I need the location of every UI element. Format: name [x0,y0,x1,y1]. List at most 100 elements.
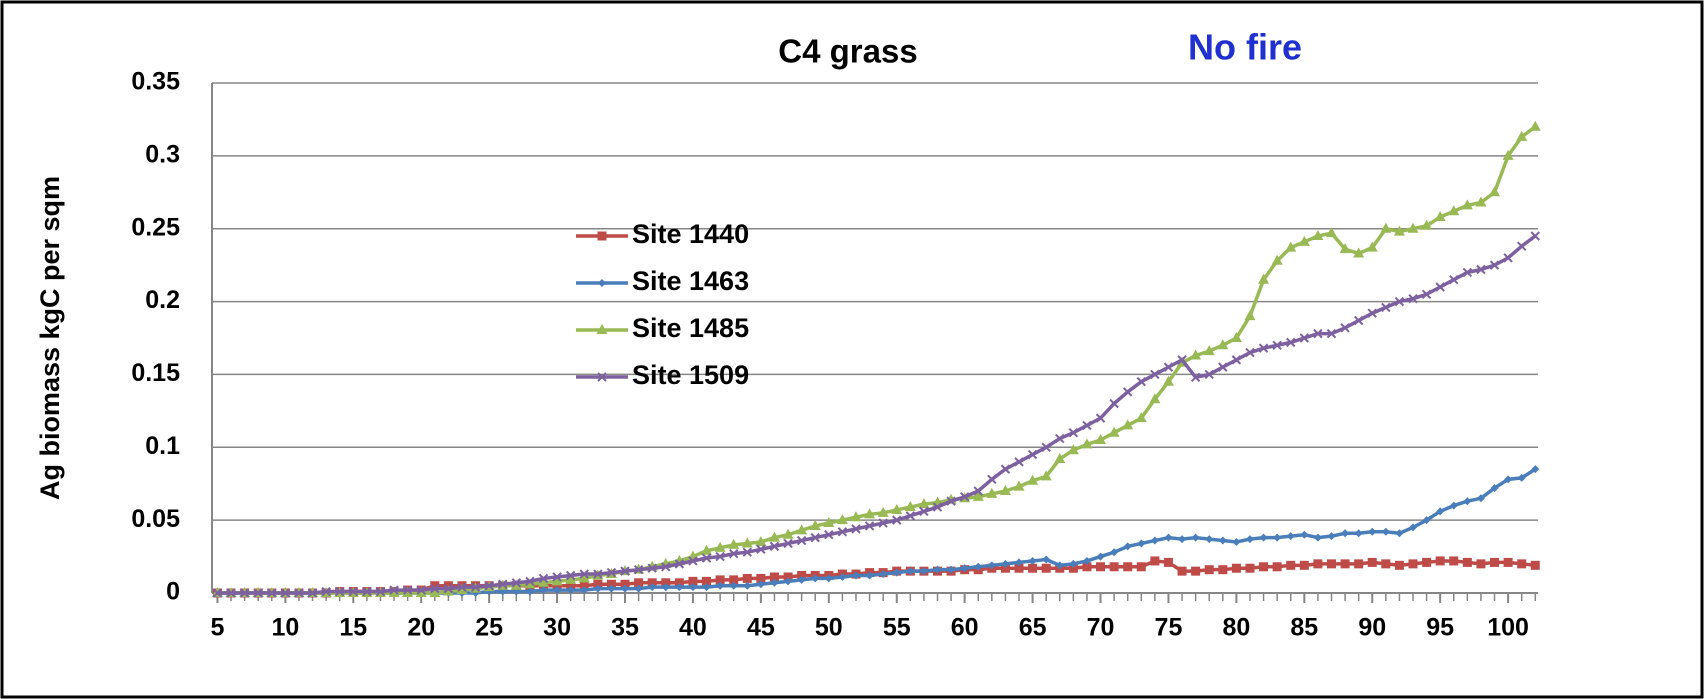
y-tick-label: 0.3 [145,140,180,168]
marker [905,511,916,521]
marker [510,579,522,590]
marker [1448,205,1460,216]
marker [511,578,522,588]
marker [226,588,236,598]
marker [580,586,589,595]
y-tick-label: 0 [166,578,180,606]
x-tick-label: 20 [407,614,435,642]
marker [1313,533,1322,542]
legend-marker [598,279,606,287]
marker [321,586,331,597]
marker [918,498,930,509]
marker [470,582,481,592]
marker [755,536,767,546]
chart-title: C4 grass [778,33,917,70]
marker [1298,235,1310,246]
marker [1096,562,1106,572]
marker [1367,308,1377,318]
x-tick-label: 40 [679,614,707,642]
marker [1531,465,1540,474]
marker [634,578,644,588]
legend-label: Site 1485 [632,313,749,343]
marker [553,586,562,595]
marker [701,553,712,563]
marker [1177,566,1187,576]
marker [797,571,807,581]
marker [1245,563,1255,573]
marker [647,578,657,588]
marker [402,585,413,595]
marker [824,530,834,540]
marker [1109,398,1119,409]
marker [1339,243,1351,254]
marker [1177,355,1187,365]
x-tick-label: 60 [951,614,979,642]
marker [1489,186,1501,197]
marker [1381,302,1391,313]
marker [1150,536,1159,545]
marker [1286,532,1295,541]
marker [1082,562,1092,572]
marker [1150,369,1160,380]
marker [1489,260,1500,270]
marker [1203,345,1215,356]
marker [416,585,426,595]
marker [756,573,766,583]
marker [538,576,549,587]
marker [768,531,780,542]
marker [1368,527,1377,536]
marker [1135,412,1147,423]
marker [675,583,684,592]
x-tick-label: 95 [1426,614,1454,642]
marker [579,581,589,591]
marker [959,492,970,502]
marker [1409,523,1418,532]
marker [1286,337,1296,348]
marker [1354,529,1363,538]
marker [1326,559,1336,569]
marker [1285,241,1297,252]
marker [1353,315,1364,326]
legend-label: Site 1463 [632,266,749,296]
marker [904,501,916,512]
marker [1258,273,1270,284]
marker [1082,420,1092,431]
marker [1395,529,1404,538]
marker [906,567,915,576]
marker [1340,559,1350,569]
marker [1380,222,1392,233]
marker [1530,231,1540,241]
series-markers [212,231,1540,598]
marker [1055,433,1065,444]
marker [1204,369,1214,380]
marker [1028,563,1038,573]
marker [933,565,942,574]
marker [1190,349,1202,360]
marker [1312,230,1324,240]
marker [1462,267,1473,278]
marker [1326,328,1337,339]
x-tick-label: 25 [475,614,503,642]
marker [919,567,928,576]
y-tick-label: 0.2 [145,286,180,314]
marker [864,508,876,519]
marker [1245,347,1255,358]
marker [1422,516,1431,525]
marker [1503,253,1513,263]
marker [442,585,454,596]
marker [566,586,575,595]
marker [796,535,807,546]
marker [294,588,304,598]
marker [728,548,739,559]
marker [987,561,996,570]
legend-marker [597,372,607,382]
marker [919,506,929,517]
marker [267,588,277,598]
marker [1408,559,1418,569]
marker [999,485,1011,495]
marker [742,573,752,583]
marker [402,587,414,597]
marker [1449,275,1459,285]
marker [1230,332,1242,342]
marker [809,519,821,530]
